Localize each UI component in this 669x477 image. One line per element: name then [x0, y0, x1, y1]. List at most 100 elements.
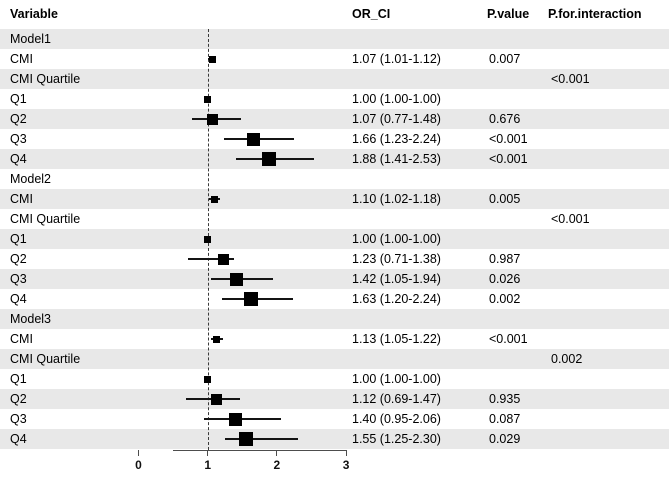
point-estimate-marker — [261, 152, 276, 166]
point-estimate-marker — [244, 292, 259, 306]
point-estimate-marker — [209, 55, 217, 63]
column-header-variable: Variable — [10, 7, 58, 21]
row-or-ci: 1.13 (1.05-1.22) — [352, 332, 441, 346]
x-axis-line — [173, 450, 347, 452]
row-p-value: 0.007 — [489, 52, 521, 66]
table-rows: Model1 CMI 1.07 (1.01-1.12) 0.007 CMI Quarti… — [0, 29, 669, 449]
row-or-ci: 1.10 (1.02-1.18) — [352, 192, 441, 206]
point-estimate-marker — [210, 393, 222, 405]
row-p-value: <0.001 — [489, 332, 528, 346]
point-estimate-marker — [204, 235, 212, 243]
row-label: Q3 — [10, 412, 27, 426]
row-or-ci: 1.63 (1.20-2.24) — [352, 292, 441, 306]
row-label: Model2 — [10, 172, 51, 186]
row-p-interaction: 0.002 — [551, 352, 583, 366]
row-p-value: 0.029 — [489, 432, 521, 446]
row-or-ci: 1.40 (0.95-2.06) — [352, 412, 441, 426]
section-row: Model3 — [0, 309, 669, 329]
table-row: Q2 1.07 (0.77-1.48) 0.676 — [0, 109, 669, 129]
row-or-ci: 1.12 (0.69-1.47) — [352, 392, 441, 406]
row-or-ci: 1.42 (1.05-1.94) — [352, 272, 441, 286]
x-axis-tick — [345, 450, 347, 456]
table-row: Q2 1.12 (0.69-1.47) 0.935 — [0, 389, 669, 409]
row-label: Q1 — [10, 372, 27, 386]
row-label: Q1 — [10, 232, 27, 246]
table-header: Variable OR_CI P.value P.for.interaction — [0, 0, 669, 29]
row-or-ci: 1.88 (1.41-2.53) — [352, 152, 441, 166]
column-header-or-ci: OR_CI — [352, 7, 391, 21]
section-row: CMI Quartile <0.001 — [0, 209, 669, 229]
table-row: Q4 1.88 (1.41-2.53) <0.001 — [0, 149, 669, 169]
section-row: Model2 — [0, 169, 669, 189]
row-label: Q4 — [10, 152, 27, 166]
x-axis-tick-label: 0 — [135, 458, 142, 472]
row-label: CMI — [10, 52, 33, 66]
row-p-value: 0.935 — [489, 392, 521, 406]
table-row: CMI 1.13 (1.05-1.22) <0.001 — [0, 329, 669, 349]
column-header-p-value: P.value — [487, 7, 530, 21]
table-row: Q1 1.00 (1.00-1.00) — [0, 229, 669, 249]
row-or-ci: 1.00 (1.00-1.00) — [352, 92, 441, 106]
x-axis-tick-label: 2 — [273, 458, 281, 472]
row-p-value: 0.087 — [489, 412, 521, 426]
x-axis-tick — [276, 450, 278, 456]
table-row: Q4 1.55 (1.25-2.30) 0.029 — [0, 429, 669, 449]
row-or-ci: 1.55 (1.25-2.30) — [352, 432, 441, 446]
row-p-value: <0.001 — [489, 152, 528, 166]
row-p-interaction: <0.001 — [551, 72, 590, 86]
row-label: CMI Quartile — [10, 212, 81, 226]
x-axis-tick-label: 3 — [342, 458, 350, 472]
row-or-ci: 1.00 (1.00-1.00) — [352, 232, 441, 246]
point-estimate-marker — [238, 432, 253, 446]
x-axis-tick — [137, 450, 140, 456]
row-p-value: 0.002 — [489, 292, 521, 306]
row-label: CMI — [10, 192, 33, 206]
row-or-ci: 1.00 (1.00-1.00) — [352, 372, 441, 386]
ci-line — [225, 438, 298, 440]
row-label: Q4 — [10, 292, 27, 306]
row-label: Q2 — [10, 392, 27, 406]
row-label: Model1 — [10, 32, 51, 46]
row-label: CMI — [10, 332, 33, 346]
point-estimate-marker — [228, 412, 242, 426]
ci-line — [204, 418, 282, 420]
point-estimate-marker — [204, 375, 212, 383]
row-label: CMI Quartile — [10, 352, 81, 366]
row-label: Model3 — [10, 312, 51, 326]
section-row: CMI Quartile <0.001 — [0, 69, 669, 89]
ci-line — [187, 258, 234, 260]
row-label: Q3 — [10, 132, 27, 146]
table-row: Q2 1.23 (0.71-1.38) 0.987 — [0, 249, 669, 269]
point-estimate-marker — [213, 335, 221, 343]
table-row: Q3 1.40 (0.95-2.06) 0.087 — [0, 409, 669, 429]
row-or-ci: 1.07 (0.77-1.48) — [352, 112, 441, 126]
row-p-value: 0.026 — [489, 272, 521, 286]
table-row: Q3 1.42 (1.05-1.94) 0.026 — [0, 269, 669, 289]
table-row: Q1 1.00 (1.00-1.00) — [0, 89, 669, 109]
column-header-p-for-interaction: P.for.interaction — [548, 7, 642, 21]
row-label: Q2 — [10, 112, 27, 126]
row-p-value: <0.001 — [489, 132, 528, 146]
table-row: Q4 1.63 (1.20-2.24) 0.002 — [0, 289, 669, 309]
point-estimate-marker — [230, 272, 244, 286]
table-row: CMI 1.10 (1.02-1.18) 0.005 — [0, 189, 669, 209]
row-label: Q1 — [10, 92, 27, 106]
point-estimate-marker — [204, 95, 212, 103]
row-p-value: 0.005 — [489, 192, 521, 206]
section-row: Model1 — [0, 29, 669, 49]
row-or-ci: 1.23 (0.71-1.38) — [352, 252, 441, 266]
point-estimate-marker — [211, 195, 219, 203]
row-p-value: 0.676 — [489, 112, 521, 126]
x-axis-tick — [207, 450, 209, 456]
x-axis-tick-label: 1 — [204, 458, 212, 472]
row-label: CMI Quartile — [10, 72, 81, 86]
point-estimate-marker — [218, 253, 230, 265]
row-p-interaction: <0.001 — [551, 212, 590, 226]
point-estimate-marker — [246, 132, 260, 146]
table-row: CMI 1.07 (1.01-1.12) 0.007 — [0, 49, 669, 69]
table-row: Q1 1.00 (1.00-1.00) — [0, 369, 669, 389]
row-p-value: 0.987 — [489, 252, 521, 266]
row-or-ci: 1.66 (1.23-2.24) — [352, 132, 441, 146]
table-row: Q3 1.66 (1.23-2.24) <0.001 — [0, 129, 669, 149]
